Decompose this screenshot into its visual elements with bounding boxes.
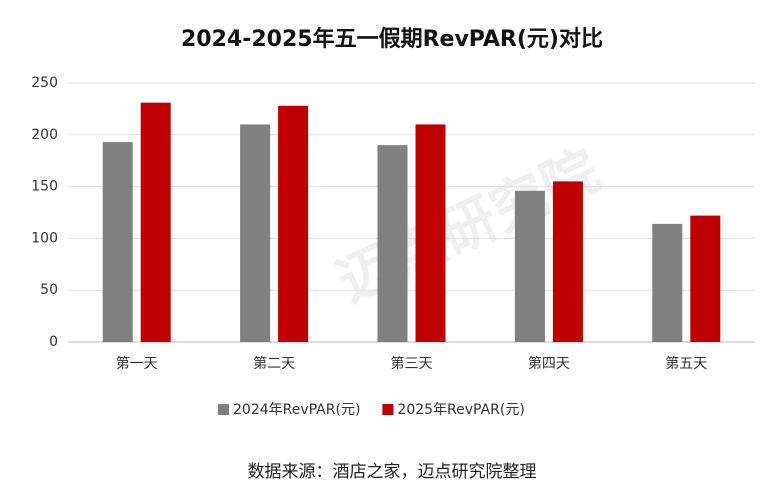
x-tick-label: 第二天 — [253, 355, 295, 372]
x-tick-label: 第五天 — [665, 355, 707, 372]
bar — [552, 181, 583, 342]
bar — [415, 124, 446, 342]
y-tick-label: 0 — [49, 334, 58, 350]
x-tick-label: 第三天 — [391, 355, 433, 372]
chart-title: 2024-2025年五一假期RevPAR(元)对比 — [181, 26, 603, 52]
bar — [140, 102, 171, 343]
y-tick-label: 100 — [31, 230, 58, 246]
legend-swatch — [382, 404, 394, 415]
source-note: 数据来源：酒店之家，迈点研究院整理 — [248, 462, 537, 482]
y-tick-label: 150 — [31, 179, 58, 195]
bar — [377, 145, 408, 342]
y-tick-label: 200 — [31, 127, 58, 143]
bar — [278, 105, 309, 343]
x-tick-label: 第一天 — [116, 355, 158, 372]
bar — [690, 215, 721, 342]
legend-label: 2024年RevPAR(元) — [233, 402, 360, 418]
legend-label: 2025年RevPAR(元) — [397, 402, 524, 418]
bar — [102, 142, 133, 342]
y-tick-label: 250 — [31, 75, 58, 91]
bar — [240, 124, 271, 342]
bar — [514, 190, 545, 342]
legend-swatch — [218, 404, 229, 415]
x-tick-label: 第四天 — [528, 355, 570, 372]
y-tick-label: 50 — [40, 282, 58, 298]
bar — [652, 223, 683, 342]
